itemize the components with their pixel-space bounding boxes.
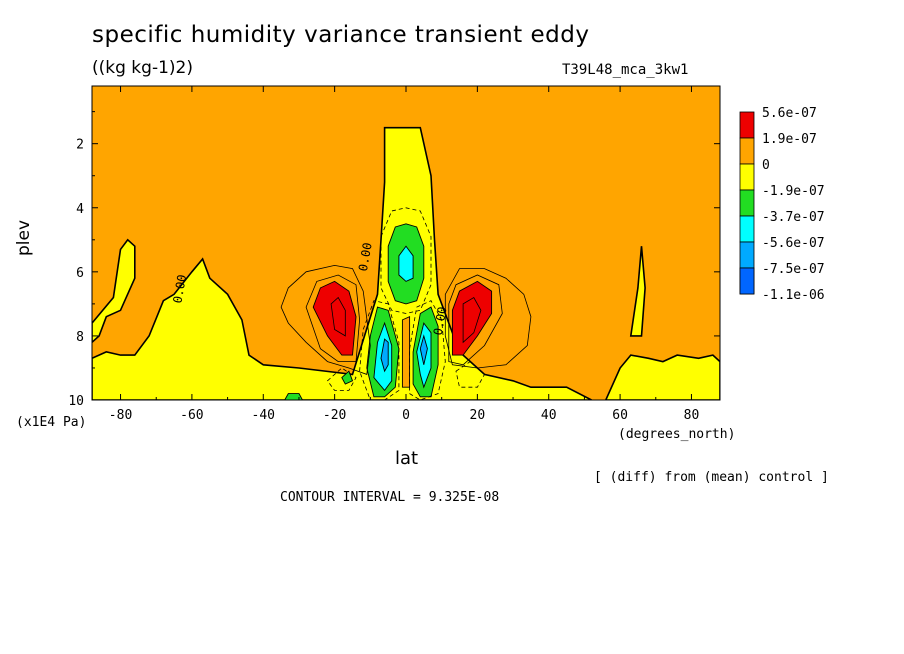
legend-swatch — [739, 189, 755, 217]
x-tick-label: -80 — [109, 408, 132, 423]
legend-swatch — [739, 215, 755, 243]
legend-swatch — [739, 137, 755, 165]
x-tick-label: -40 — [252, 408, 275, 423]
legend-swatch — [739, 267, 755, 295]
contour-line-dashed — [380, 207, 432, 314]
contour-interval: CONTOUR INTERVAL = 9.325E-08 — [280, 490, 500, 505]
contour-line-thin — [305, 274, 361, 363]
contour-line-dashed — [409, 300, 446, 400]
x-tick-label: 20 — [470, 408, 486, 423]
contour-region-yellow — [92, 238, 136, 344]
legend-swatch — [739, 111, 755, 139]
x-tick-label: 80 — [684, 408, 700, 423]
x-tick-label: 40 — [541, 408, 557, 423]
contour-region-cyan — [398, 245, 414, 282]
contour-region-yellow — [92, 126, 592, 400]
x-axis-units: (degrees_north) — [618, 427, 736, 442]
contour-line-dashed — [326, 367, 357, 391]
x-tick-label: 0 — [402, 408, 410, 423]
y-axis-units: (x1E4 Pa) — [16, 415, 87, 430]
contour-region-red — [451, 280, 493, 356]
x-axis-label: lat — [395, 448, 419, 469]
y-tick-label: 10 — [68, 394, 84, 409]
x-tick-label: -60 — [180, 408, 203, 423]
legend-label: -5.6e-07 — [762, 236, 825, 251]
contour-region-green — [341, 370, 354, 385]
x-tick-label: -20 — [323, 408, 346, 423]
legend-swatch — [739, 163, 755, 191]
y-tick-label: 8 — [76, 330, 84, 345]
contour-region-orange — [401, 316, 411, 388]
legend-label: -7.5e-07 — [762, 262, 825, 277]
contour-line-thin — [462, 296, 482, 344]
contour-line-thin — [280, 264, 371, 375]
contour-region-yellow — [629, 246, 646, 337]
chart-title: specific humidity variance transient edd… — [92, 22, 590, 48]
y-tick-label: 2 — [76, 138, 84, 153]
contour-line-thin — [444, 268, 532, 369]
legend-label: -1.9e-07 — [762, 184, 825, 199]
difference-note: [ (diff) from (mean) control ] — [594, 470, 829, 485]
contour-region-yellow — [604, 354, 720, 400]
legend-label: -1.1e-06 — [762, 288, 825, 303]
legend-label: 5.6e-07 — [762, 106, 817, 121]
contour-label: 0.00 — [170, 274, 189, 305]
contour-line-dashed — [455, 361, 486, 388]
run-label: T39L48_mca_3kw1 — [562, 62, 689, 78]
legend-label: 1.9e-07 — [762, 132, 817, 147]
contour-label: 0.00 — [356, 241, 375, 272]
legend-label: -3.7e-07 — [762, 210, 825, 225]
contour-region-red — [312, 280, 357, 356]
chart-units: ((kg kg-1)2) — [92, 58, 193, 78]
contour-line-thin — [330, 296, 346, 337]
x-tick-label: 60 — [612, 408, 628, 423]
y-tick-label: 6 — [76, 266, 84, 281]
plot-area: 0.00 0.00 0.00 — [92, 86, 720, 400]
contour-region-blue — [380, 338, 389, 373]
legend-swatch — [739, 241, 755, 269]
legend-label: 0 — [762, 158, 770, 173]
contour-line-thin — [448, 274, 503, 366]
contour-region-blue — [419, 334, 428, 365]
contour-label: 0.00 — [431, 306, 450, 337]
y-tick-label: 4 — [76, 202, 84, 217]
contour-line-dashed — [359, 300, 400, 400]
contour-region-green — [284, 393, 304, 400]
